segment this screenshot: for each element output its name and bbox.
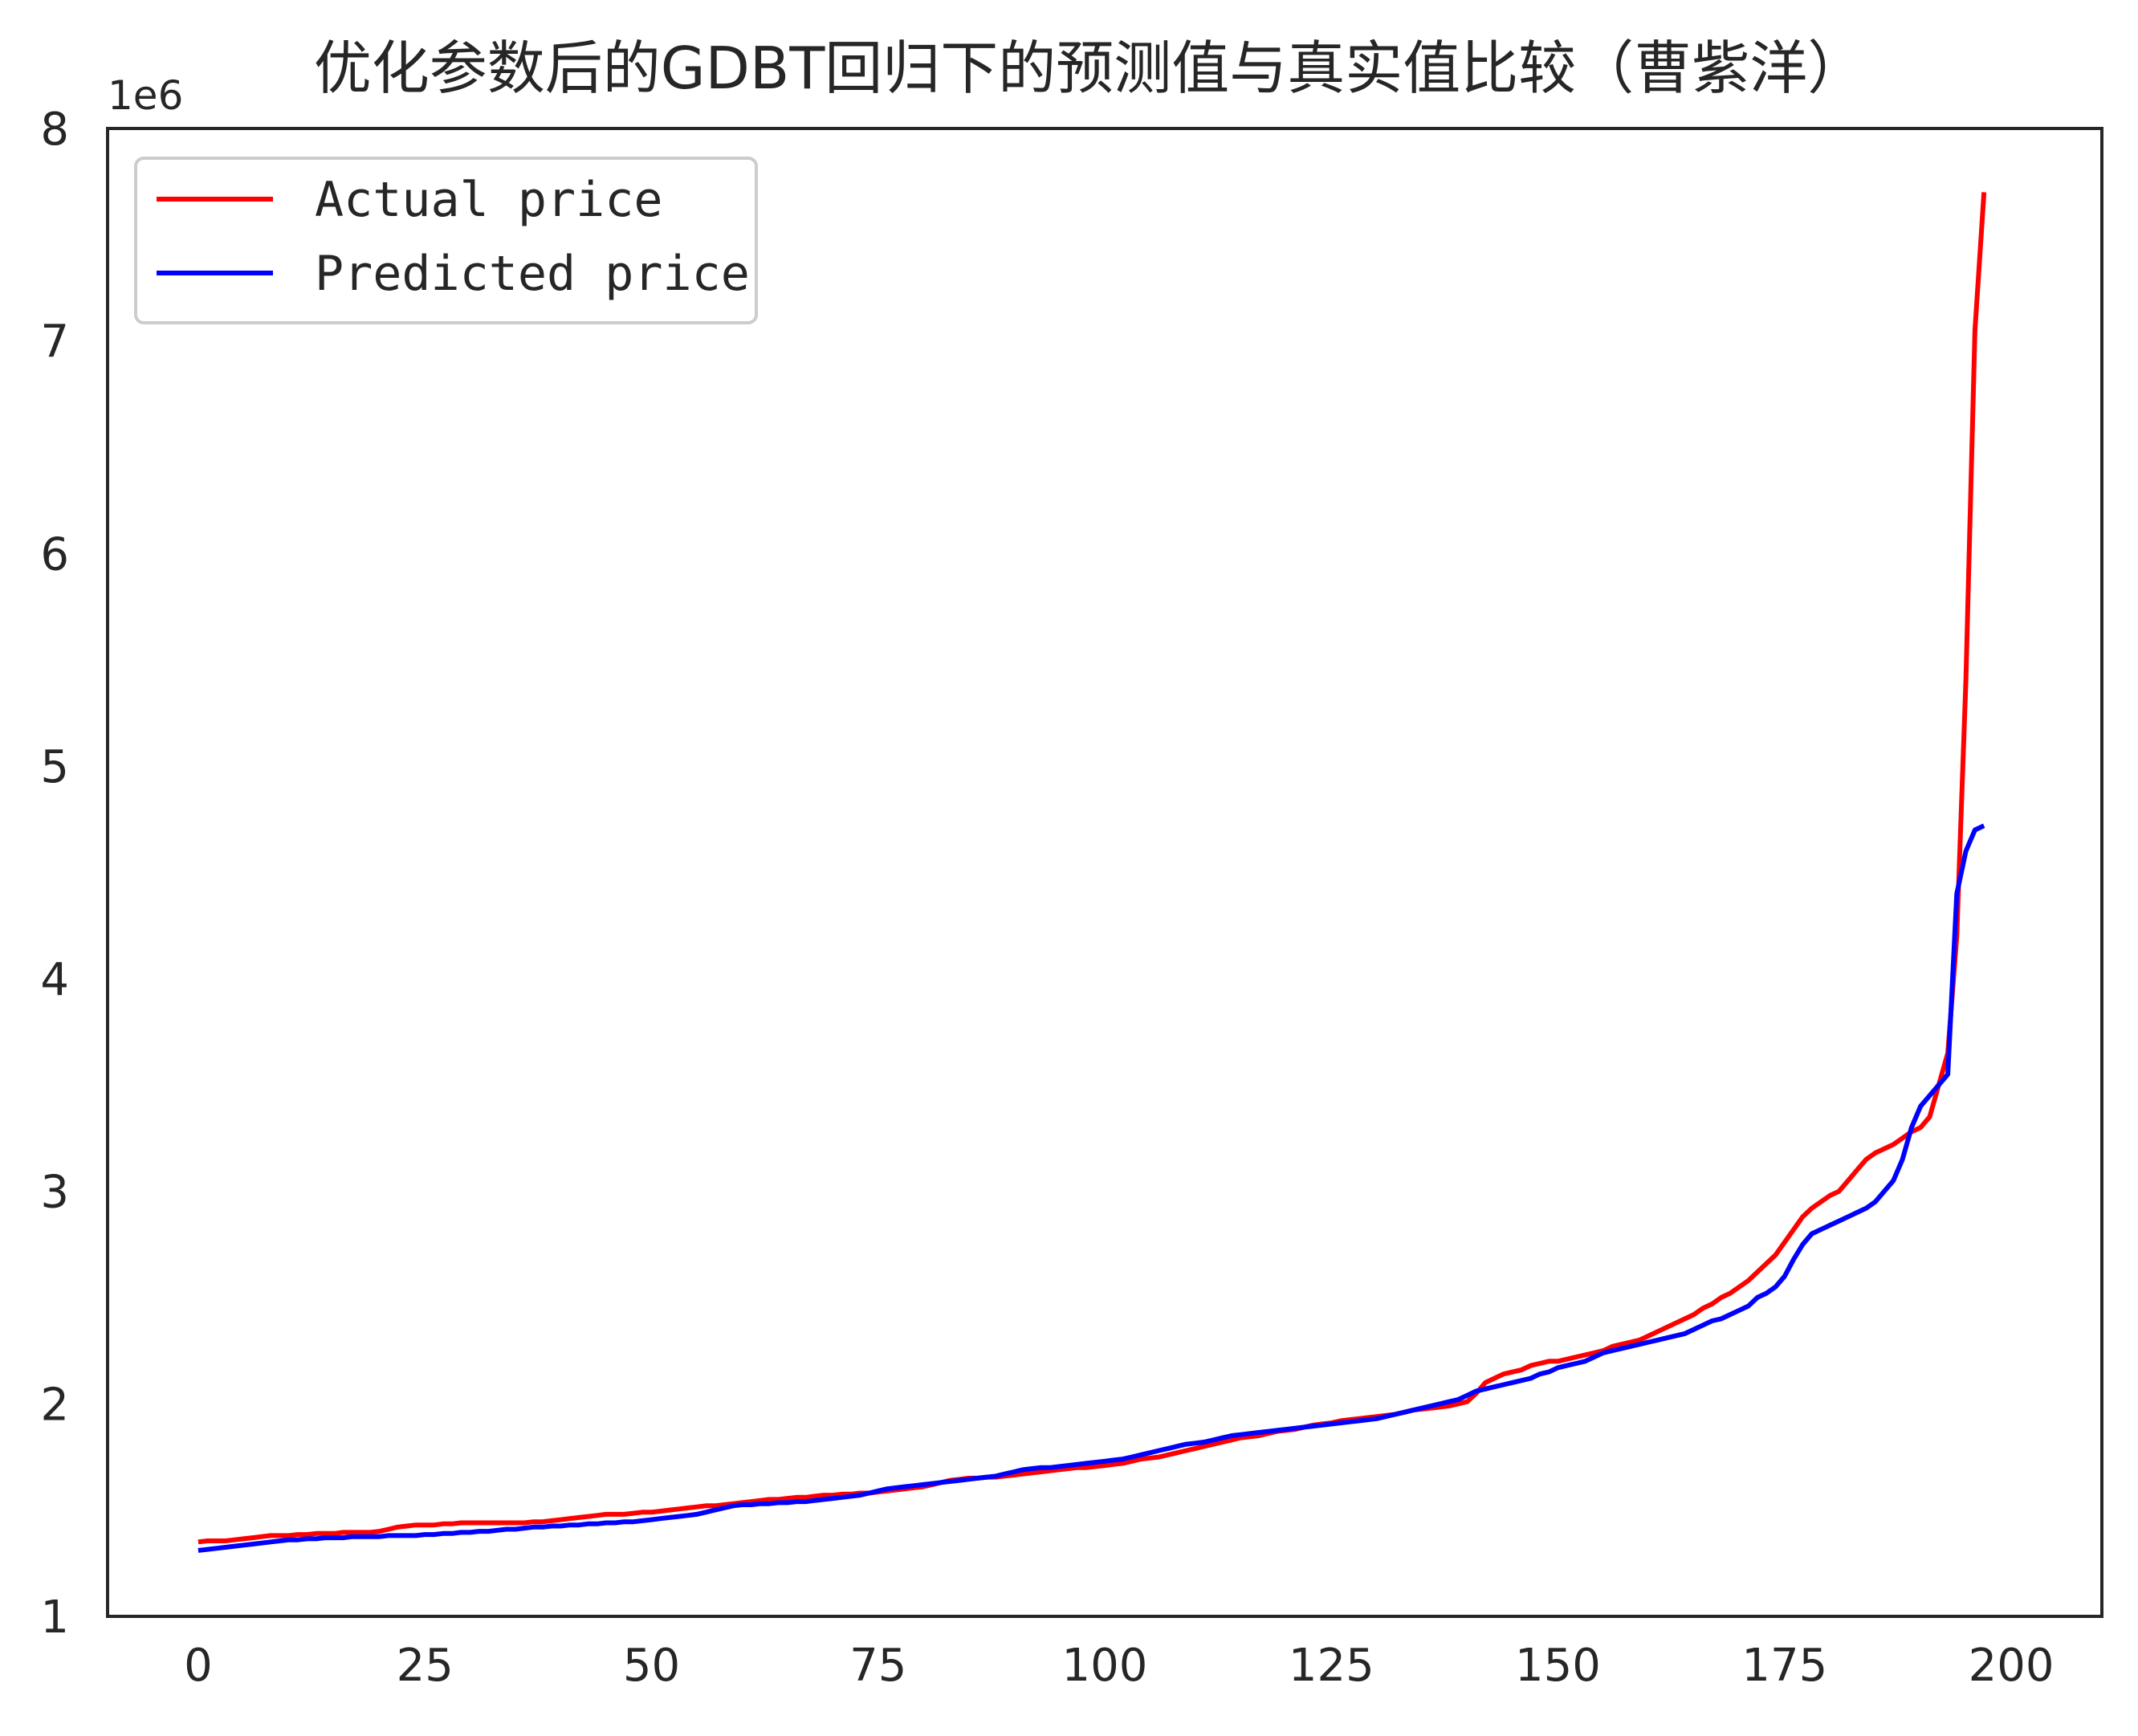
legend-box [134, 157, 758, 324]
x-tick-label: 50 [623, 1640, 680, 1692]
y-tick-label: 7 [40, 316, 69, 369]
legend-label-actual: Actual price [315, 172, 662, 228]
x-tick-label: 150 [1515, 1640, 1601, 1692]
series-line-predicted [198, 823, 1985, 1553]
x-tick-label: 200 [1969, 1640, 2055, 1692]
chart-title: 优化参数后的GDBT回归下的预测值与真实值比较（曹紫洋） [314, 35, 1866, 102]
plot-area-frame [106, 127, 2103, 1618]
x-tick-label: 175 [1741, 1640, 1827, 1692]
series-line-actual [198, 192, 1987, 1545]
x-tick-label: 25 [397, 1640, 454, 1692]
series-layer [198, 192, 1987, 1553]
x-tick-label: 75 [849, 1640, 906, 1692]
legend: Actual price Predicted price [134, 157, 758, 324]
x-tick-label: 100 [1062, 1640, 1148, 1692]
y-axis-offset-label: 1e6 [108, 72, 183, 119]
ticks-layer: 0 25 50 75 100 125 150 175 200 1 2 3 4 5 6 7 8 [40, 104, 2054, 1692]
x-tick-label: 125 [1289, 1640, 1374, 1692]
y-tick-label: 8 [40, 104, 69, 156]
legend-label-predicted: Predicted price [315, 246, 750, 302]
x-tick-label: 0 [184, 1640, 213, 1692]
y-tick-label: 4 [40, 954, 69, 1006]
y-tick-label: 1 [40, 1591, 69, 1644]
y-tick-label: 6 [40, 528, 69, 581]
y-tick-label: 2 [40, 1379, 69, 1431]
y-tick-label: 5 [40, 741, 69, 793]
y-tick-label: 3 [40, 1167, 69, 1219]
